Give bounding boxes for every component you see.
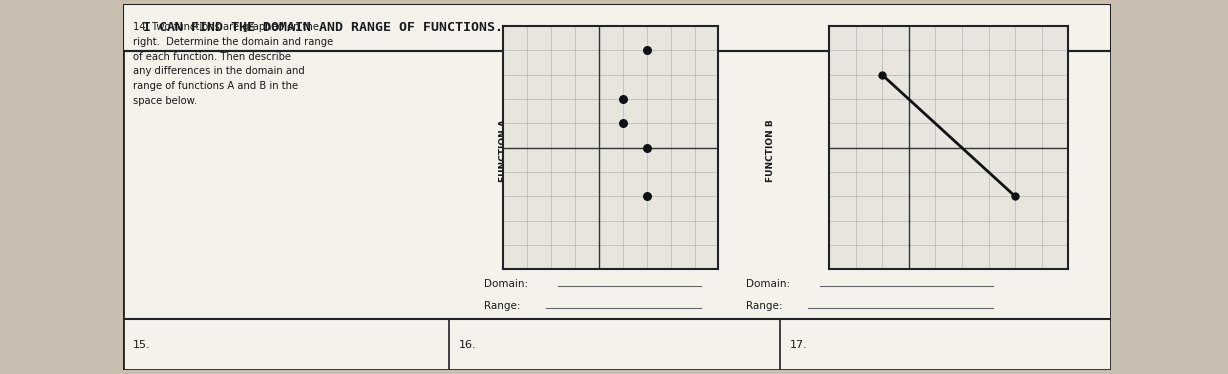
- Text: FUNCTION B: FUNCTION B: [766, 119, 775, 182]
- FancyBboxPatch shape: [123, 4, 1111, 370]
- Text: 15.: 15.: [133, 340, 150, 350]
- Text: Range:: Range:: [484, 301, 521, 311]
- Text: 16.: 16.: [459, 340, 476, 350]
- Text: Range:: Range:: [745, 301, 782, 311]
- Text: Domain:: Domain:: [745, 279, 790, 289]
- Point: [872, 72, 892, 78]
- Text: FUNCTION A: FUNCTION A: [499, 119, 508, 182]
- Text: 14. Two functions are graphed on the
right.  Determine the domain and range
of e: 14. Two functions are graphed on the rig…: [133, 22, 333, 106]
- Point: [613, 96, 632, 102]
- Text: 17.: 17.: [790, 340, 808, 350]
- Point: [637, 47, 657, 53]
- Point: [637, 145, 657, 151]
- Point: [637, 193, 657, 199]
- Point: [1006, 193, 1025, 199]
- Text: Domain:: Domain:: [484, 279, 528, 289]
- Point: [613, 120, 632, 126]
- FancyBboxPatch shape: [123, 4, 1111, 51]
- Text: I CAN FIND THE DOMAIN AND RANGE OF FUNCTIONS.: I CAN FIND THE DOMAIN AND RANGE OF FUNCT…: [142, 21, 502, 34]
